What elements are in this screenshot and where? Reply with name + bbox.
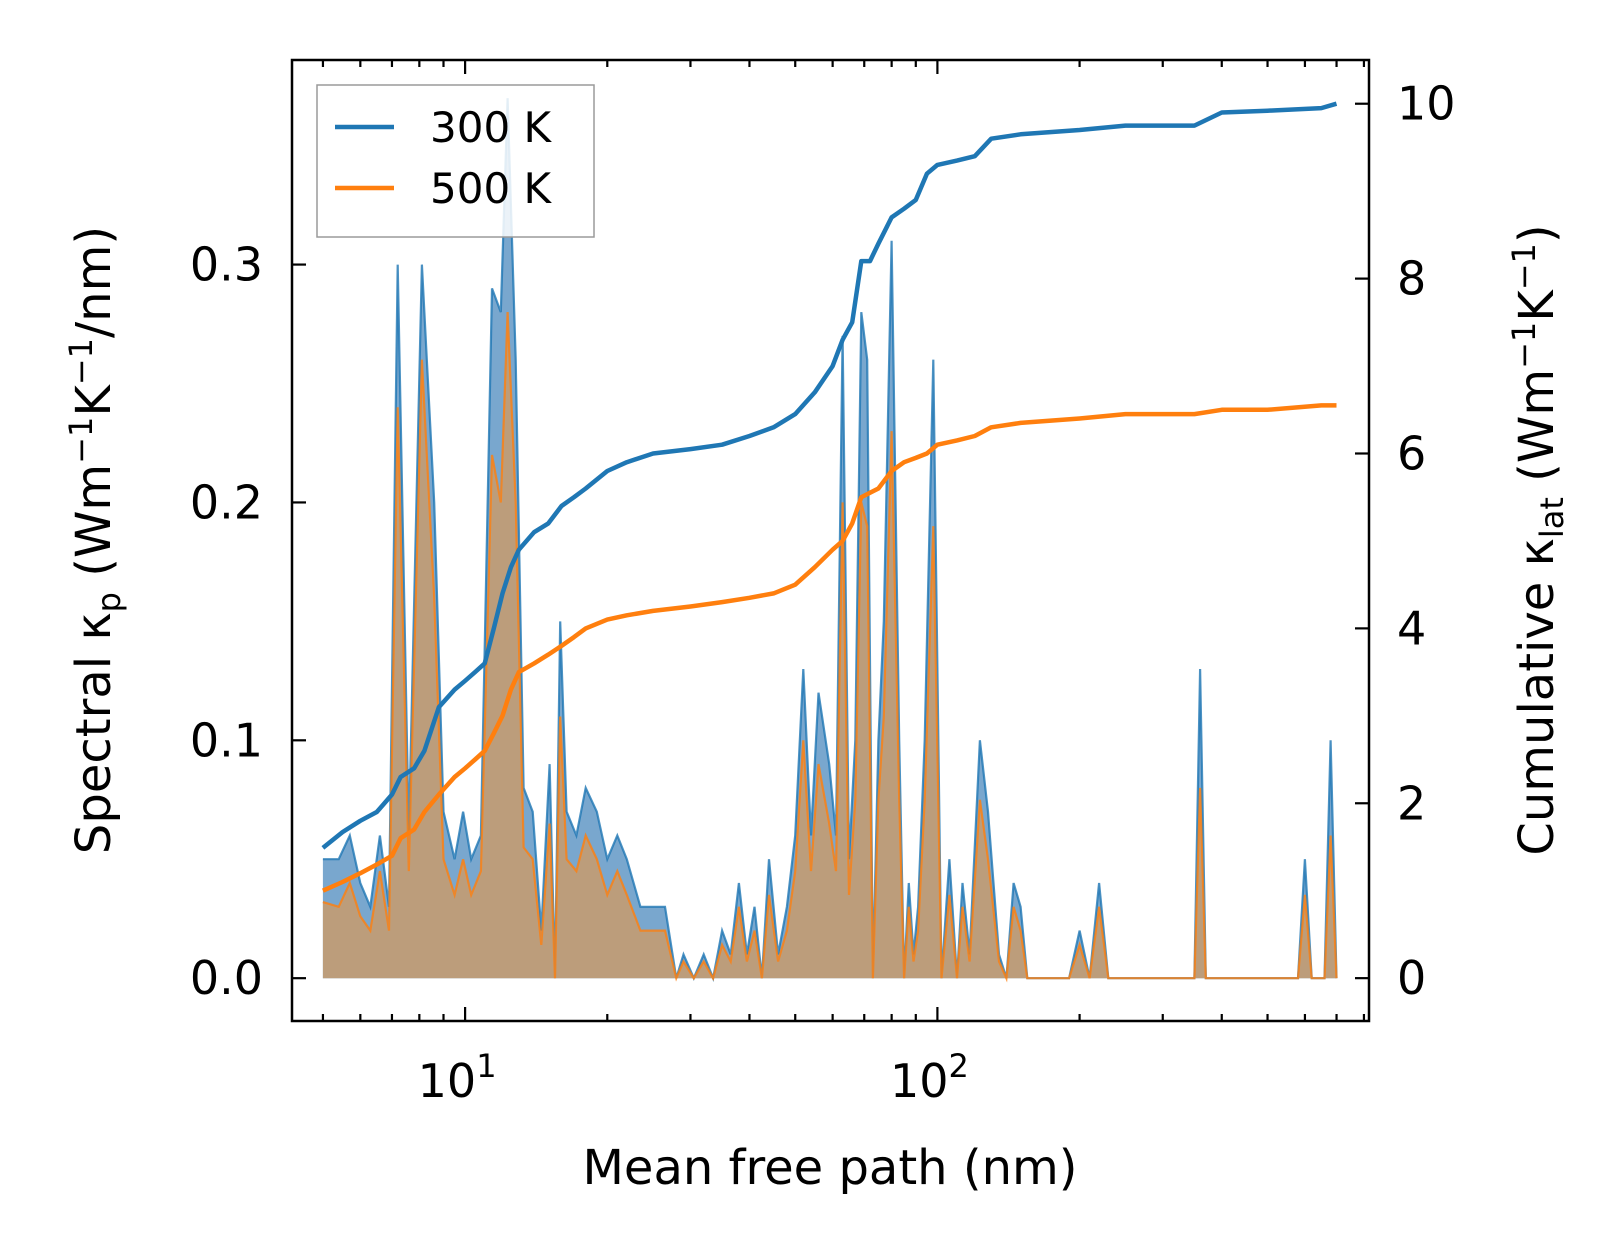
y-right-sub: lat bbox=[1533, 497, 1571, 538]
y-left-mid: K bbox=[66, 384, 122, 417]
spectral-areas bbox=[322, 98, 1338, 983]
y-right-tick-label: 10 bbox=[1397, 77, 1456, 131]
y-right-base: Cumulative κ bbox=[1509, 538, 1565, 856]
axis-tick-labels: 101 102 0.0 0.1 0.2 0.3 0 2 4 6 8 10 bbox=[190, 77, 1456, 1108]
legend-label-500k: 500 K bbox=[430, 164, 553, 213]
legend: 300 K 500 K bbox=[316, 84, 595, 238]
y-left-base: Spectral κ bbox=[66, 612, 122, 854]
y-right-tick-label: 0 bbox=[1397, 951, 1426, 1005]
y-left-exp2: −1 bbox=[62, 338, 100, 385]
axis-ticks bbox=[292, 60, 1369, 1021]
cumulative-line-300k bbox=[321, 101, 1338, 850]
y-left-tick-label: 0.0 bbox=[190, 951, 263, 1005]
x-tick-label: 101 bbox=[418, 1047, 497, 1108]
y-left-exp1: −1 bbox=[62, 417, 100, 464]
y-axis-label-left: Spectral κp (Wm−1K−1/nm) bbox=[62, 226, 128, 854]
y-left-tick-label: 0.1 bbox=[190, 713, 263, 767]
x-tick-label: 102 bbox=[890, 1047, 969, 1108]
spectral-line-300k bbox=[322, 98, 1338, 983]
y-right-tick-label: 2 bbox=[1397, 776, 1426, 830]
spectral-area-500k bbox=[322, 312, 1337, 979]
y-right-mid: K bbox=[1509, 289, 1565, 322]
y-right-suffix: ) bbox=[1509, 224, 1565, 243]
spectral-line-500k bbox=[322, 312, 1338, 983]
legend-box bbox=[316, 84, 595, 238]
y-left-suffix: /nm) bbox=[66, 226, 122, 338]
y-left-unit-prefix: (Wm bbox=[66, 464, 122, 592]
y-axis-label-right: Cumulative κlat (Wm−1K−1) bbox=[1505, 224, 1571, 855]
cumulative-line-500k bbox=[321, 403, 1337, 893]
y-left-tick-label: 0.3 bbox=[190, 238, 263, 292]
legend-label-300k: 300 K bbox=[430, 103, 553, 152]
x-axis-label: Mean free path (nm) bbox=[583, 1140, 1078, 1196]
y-left-tick-label: 0.2 bbox=[190, 475, 263, 529]
y-right-exp1: −1 bbox=[1505, 322, 1543, 369]
y-right-unit-prefix: (Wm bbox=[1509, 369, 1565, 497]
y-left-sub: p bbox=[90, 592, 128, 612]
plot-frame bbox=[290, 58, 1371, 1023]
y-right-exp2: −1 bbox=[1505, 243, 1543, 290]
y-right-tick-label: 4 bbox=[1397, 601, 1426, 655]
cumulative-lines bbox=[321, 101, 1338, 893]
y-right-tick-label: 6 bbox=[1397, 426, 1426, 480]
y-right-tick-label: 8 bbox=[1397, 252, 1426, 306]
